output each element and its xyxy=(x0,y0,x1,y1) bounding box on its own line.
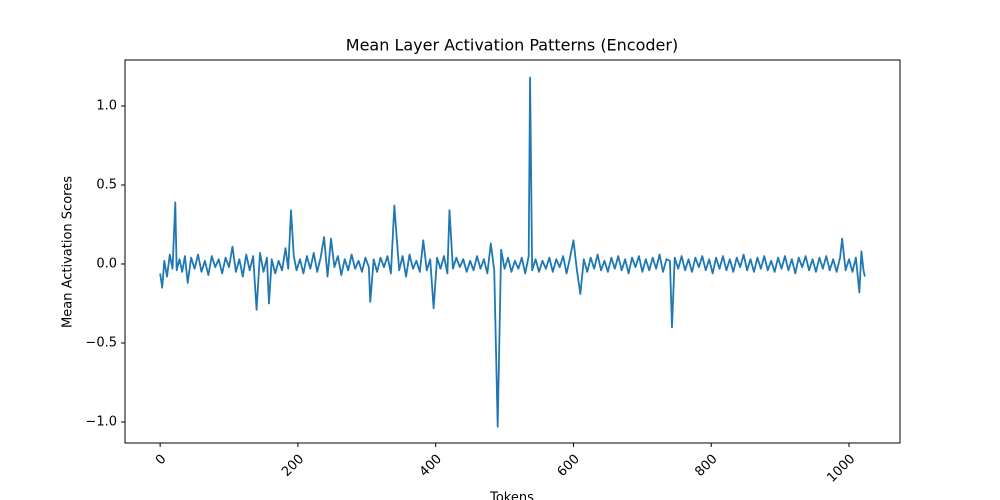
y-tick-label: 0.5 xyxy=(96,177,117,192)
line xyxy=(159,76,866,428)
x-axis-label: Tokens xyxy=(489,491,534,500)
y-tick-label: 1.0 xyxy=(96,98,117,113)
chart-title: Mean Layer Activation Patterns (Encoder) xyxy=(346,36,678,55)
y-tick-label: −1.0 xyxy=(85,414,117,429)
y-axis-label: Mean Activation Scores xyxy=(61,176,76,328)
plot-frame xyxy=(124,59,901,444)
y-tick-label: −0.5 xyxy=(85,335,117,350)
y-tick-label: 0.0 xyxy=(96,256,117,271)
